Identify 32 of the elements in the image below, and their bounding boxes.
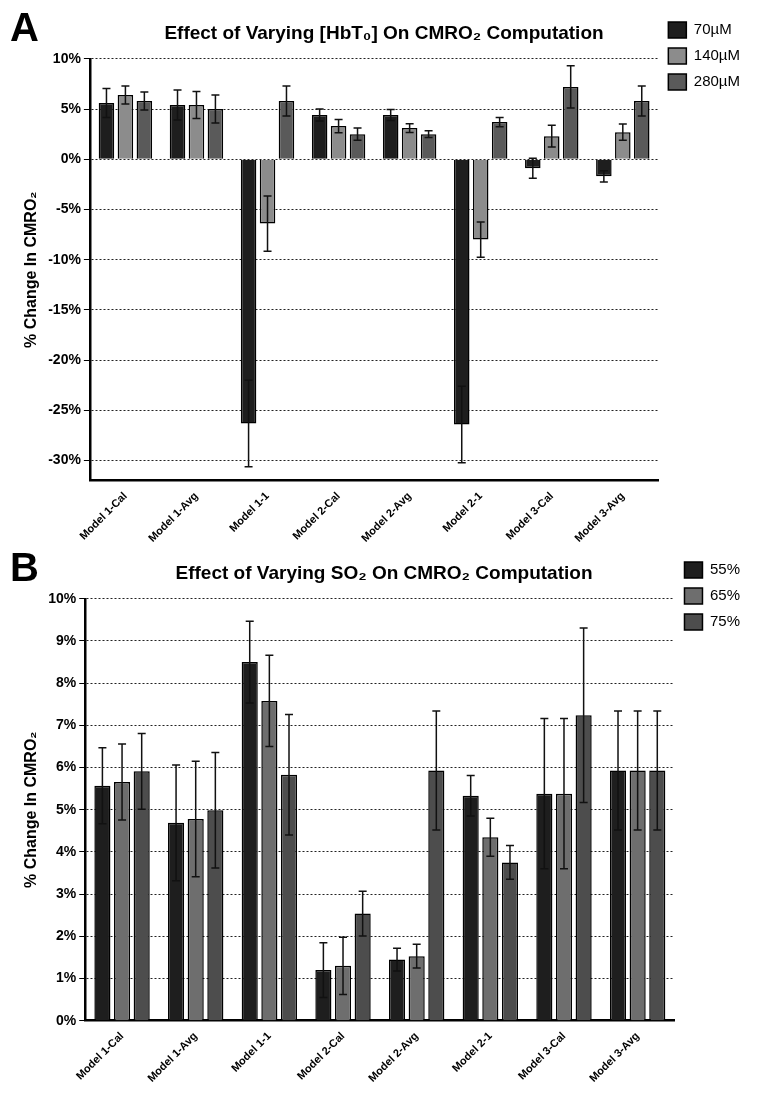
chart-title: Effect of Varying SO₂ On CMRO₂ Computation: [175, 561, 593, 583]
y-tick-label: -25%: [48, 401, 82, 418]
y-tick-label: 0%: [60, 150, 82, 167]
y-tick-label: 9%: [55, 631, 77, 648]
text: B: [10, 545, 39, 590]
legend-label: 70µM: [693, 20, 732, 38]
y-tick-label: 0%: [55, 1011, 77, 1028]
y-tick-label: 2%: [55, 927, 77, 944]
y-axis-title: % Change In CMRO₂: [22, 191, 40, 348]
y-tick-label: -20%: [48, 351, 82, 368]
text: A: [10, 5, 39, 50]
y-tick-label: -15%: [48, 300, 82, 317]
y-tick-label: 10%: [52, 49, 82, 66]
chart-title: Effect of Varying [HbT₀] On CMRO₂ Computation: [164, 21, 604, 43]
legend-label: 75%: [709, 612, 741, 630]
y-tick-label: -30%: [48, 451, 82, 468]
y-tick-label: -10%: [48, 250, 82, 267]
y-tick-label: 3%: [55, 885, 77, 901]
y-tick-label: -5%: [55, 200, 82, 217]
legend-label: 55%: [709, 560, 741, 578]
y-tick-label: 5%: [60, 99, 82, 116]
y-tick-label: 10%: [48, 589, 77, 606]
y-tick-label: 5%: [55, 800, 77, 817]
legend-label: 140µM: [693, 46, 741, 64]
legend-label: 280µM: [693, 72, 741, 90]
y-tick-label: 8%: [55, 674, 77, 691]
y-tick-label: 6%: [55, 758, 77, 775]
y-tick-label: 7%: [55, 716, 77, 733]
y-tick-label: 4%: [55, 842, 77, 859]
legend-label: 65%: [709, 586, 741, 604]
y-tick-label: 1%: [55, 969, 77, 986]
y-axis-title: % Change In CMRO₂: [22, 731, 40, 888]
